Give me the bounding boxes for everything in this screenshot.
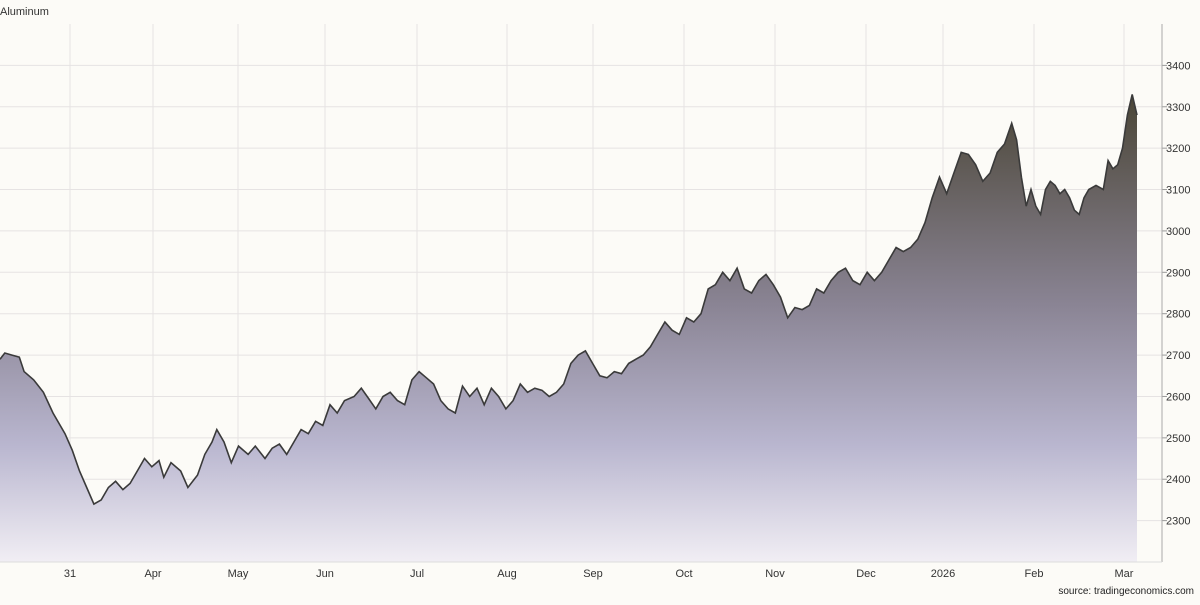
x-tick-label: Mar	[1115, 568, 1134, 580]
y-tick-label: 3400	[1166, 60, 1190, 72]
x-tick-label: 31	[64, 568, 76, 580]
x-tick-label: Feb	[1025, 568, 1044, 580]
x-tick-label: Aug	[497, 568, 517, 580]
x-tick-label: Dec	[856, 568, 876, 580]
y-tick-label: 3000	[1166, 226, 1190, 238]
y-tick-label: 2500	[1166, 433, 1190, 445]
y-tick-label: 2900	[1166, 267, 1190, 279]
x-tick-label: Jun	[316, 568, 334, 580]
x-tick-label: Nov	[765, 568, 785, 580]
y-tick-label: 3100	[1166, 185, 1190, 197]
chart-title: Aluminum	[0, 6, 49, 18]
x-tick-label: Apr	[144, 568, 161, 580]
price-line	[0, 94, 1138, 506]
y-tick-label: 2700	[1166, 350, 1190, 362]
x-tick-label: Sep	[583, 568, 603, 580]
price-area	[0, 94, 1137, 563]
source-label: source: tradingeconomics.com	[1058, 586, 1194, 597]
y-tick-label: 2600	[1166, 391, 1190, 403]
y-tick-label: 3200	[1166, 143, 1190, 155]
y-tick-label: 2400	[1166, 474, 1190, 486]
axes: 2300 2400 2500 2600 2700 2800 2900 3000 3100 3200…	[0, 24, 1190, 580]
y-tick-label: 2300	[1166, 516, 1190, 528]
y-tick-label: 2800	[1166, 309, 1190, 321]
x-tick-label: Oct	[675, 568, 692, 580]
y-tick-label: 3300	[1166, 102, 1190, 114]
x-tick-label: May	[228, 568, 249, 580]
x-tick-label: Jul	[410, 568, 424, 580]
x-tick-label: 2026	[931, 568, 955, 580]
